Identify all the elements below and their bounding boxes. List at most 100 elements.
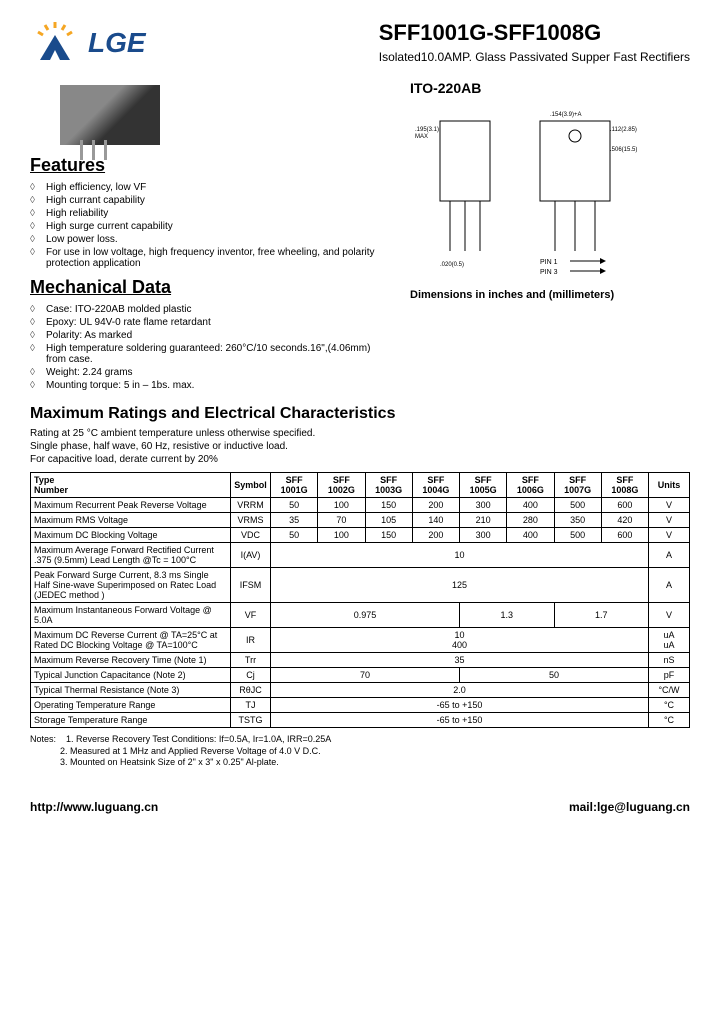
unit-cell: pF: [649, 668, 690, 683]
value-cell: 300: [460, 528, 507, 543]
value-cell: 10400: [271, 628, 649, 653]
feature-item: High efficiency, low VF: [30, 182, 390, 193]
content-columns: Features High efficiency, low VFHigh cur…: [30, 80, 690, 393]
table-header: SFF1003G: [365, 473, 412, 498]
dimensions-caption: Dimensions in inches and (millimeters): [410, 289, 690, 301]
notes-label: Notes:: [30, 734, 56, 744]
table-row: Maximum Reverse Recovery Time (Note 1)Tr…: [31, 653, 690, 668]
header: LGE SFF1001G-SFF1008G Isolated10.0AMP. G…: [30, 20, 690, 65]
value-cell: 35: [271, 513, 318, 528]
table-header: SFF1002G: [318, 473, 365, 498]
notes-items: 1. Reverse Recovery Test Conditions: If=…: [30, 734, 331, 767]
mechanical-item: Polarity: As marked: [30, 330, 390, 341]
value-cell: 600: [601, 528, 648, 543]
param-cell: Maximum Recurrent Peak Reverse Voltage: [31, 498, 231, 513]
mechanical-item: High temperature soldering guaranteed: 2…: [30, 343, 390, 365]
symbol-cell: RθJC: [231, 683, 271, 698]
table-header: SFF1004G: [412, 473, 459, 498]
param-cell: Peak Forward Surge Current, 8.3 ms Singl…: [31, 568, 231, 603]
symbol-cell: IFSM: [231, 568, 271, 603]
symbol-cell: VRRM: [231, 498, 271, 513]
mechanical-item: Weight: 2.24 grams: [30, 367, 390, 378]
value-cell: 150: [365, 528, 412, 543]
value-cell: 50: [460, 668, 649, 683]
value-cell: 125: [271, 568, 649, 603]
notes-section: Notes: 1. Reverse Recovery Test Conditio…: [30, 734, 690, 769]
footer-email[interactable]: mail:lge@luguang.cn: [569, 800, 690, 814]
value-cell: 50: [271, 498, 318, 513]
brand-name: LGE: [88, 27, 146, 59]
value-cell: 2.0: [271, 683, 649, 698]
table-header: TypeNumber: [31, 473, 231, 498]
table-row: Operating Temperature RangeTJ-65 to +150…: [31, 698, 690, 713]
ratings-title: Maximum Ratings and Electrical Character…: [30, 405, 690, 423]
value-cell: 600: [601, 498, 648, 513]
value-cell: 500: [554, 498, 601, 513]
unit-cell: V: [649, 528, 690, 543]
unit-cell: V: [649, 603, 690, 628]
logo: LGE: [30, 20, 146, 65]
table-row: Typical Thermal Resistance (Note 3)RθJC2…: [31, 683, 690, 698]
value-cell: 35: [271, 653, 649, 668]
value-cell: 350: [554, 513, 601, 528]
svg-text:.195(3.1): .195(3.1): [415, 127, 439, 133]
table-header: SFF1008G: [601, 473, 648, 498]
param-cell: Storage Temperature Range: [31, 713, 231, 728]
table-row: Maximum Recurrent Peak Reverse VoltageVR…: [31, 498, 690, 513]
table-header: Units: [649, 473, 690, 498]
value-cell: -65 to +150: [271, 713, 649, 728]
value-cell: 1.7: [554, 603, 649, 628]
value-cell: 140: [412, 513, 459, 528]
unit-cell: °C: [649, 698, 690, 713]
symbol-cell: IR: [231, 628, 271, 653]
mechanical-title: Mechanical Data: [30, 277, 390, 298]
param-cell: Maximum Reverse Recovery Time (Note 1): [31, 653, 231, 668]
unit-cell: V: [649, 513, 690, 528]
value-cell: 200: [412, 498, 459, 513]
svg-text:PIN 1: PIN 1: [540, 259, 558, 266]
svg-text:.154(3.9)+A: .154(3.9)+A: [550, 112, 582, 118]
value-cell: 50: [271, 528, 318, 543]
table-row: Maximum RMS VoltageVRMS35701051402102803…: [31, 513, 690, 528]
symbol-cell: VF: [231, 603, 271, 628]
param-cell: Operating Temperature Range: [31, 698, 231, 713]
param-cell: Maximum DC Reverse Current @ TA=25°C at …: [31, 628, 231, 653]
value-cell: -65 to +150: [271, 698, 649, 713]
feature-item: For use in low voltage, high frequency i…: [30, 247, 390, 269]
logo-icon: [30, 20, 80, 65]
table-row: Peak Forward Surge Current, 8.3 ms Singl…: [31, 568, 690, 603]
ratings-subtitle: Rating at 25 °C ambient temperature unle…: [30, 427, 690, 466]
table-header: SFF1001G: [271, 473, 318, 498]
value-cell: 70: [271, 668, 460, 683]
value-cell: 200: [412, 528, 459, 543]
unit-cell: A: [649, 568, 690, 603]
value-cell: 300: [460, 498, 507, 513]
value-cell: 70: [318, 513, 365, 528]
title-block: SFF1001G-SFF1008G Isolated10.0AMP. Glass…: [379, 20, 690, 64]
unit-cell: °C: [649, 713, 690, 728]
svg-text:.506(15.5): .506(15.5): [610, 147, 637, 153]
features-list: High efficiency, low VFHigh currant capa…: [30, 182, 390, 269]
unit-cell: nS: [649, 653, 690, 668]
mechanical-item: Mounting torque: 5 in – 1bs. max.: [30, 380, 390, 391]
value-cell: 210: [460, 513, 507, 528]
param-cell: Typical Thermal Resistance (Note 3): [31, 683, 231, 698]
unit-cell: °C/W: [649, 683, 690, 698]
symbol-cell: TJ: [231, 698, 271, 713]
value-cell: 10: [271, 543, 649, 568]
table-row: Storage Temperature RangeTSTG-65 to +150…: [31, 713, 690, 728]
subtitle: Isolated10.0AMP. Glass Passivated Supper…: [379, 50, 690, 64]
features-title: Features: [30, 155, 390, 176]
symbol-cell: Trr: [231, 653, 271, 668]
table-row: Maximum DC Reverse Current @ TA=25°C at …: [31, 628, 690, 653]
table-header: SFF1007G: [554, 473, 601, 498]
footer: http://www.luguang.cn mail:lge@luguang.c…: [30, 789, 690, 814]
mechanical-item: Case: ITO-220AB molded plastic: [30, 304, 390, 315]
unit-cell: uAuA: [649, 628, 690, 653]
ratings-table: TypeNumberSymbolSFF1001GSFF1002GSFF1003G…: [30, 472, 690, 728]
param-cell: Typical Junction Capacitance (Note 2): [31, 668, 231, 683]
footer-url[interactable]: http://www.luguang.cn: [30, 800, 158, 814]
value-cell: 100: [318, 498, 365, 513]
param-cell: Maximum Instantaneous Forward Voltage @ …: [31, 603, 231, 628]
table-body: Maximum Recurrent Peak Reverse VoltageVR…: [31, 498, 690, 728]
